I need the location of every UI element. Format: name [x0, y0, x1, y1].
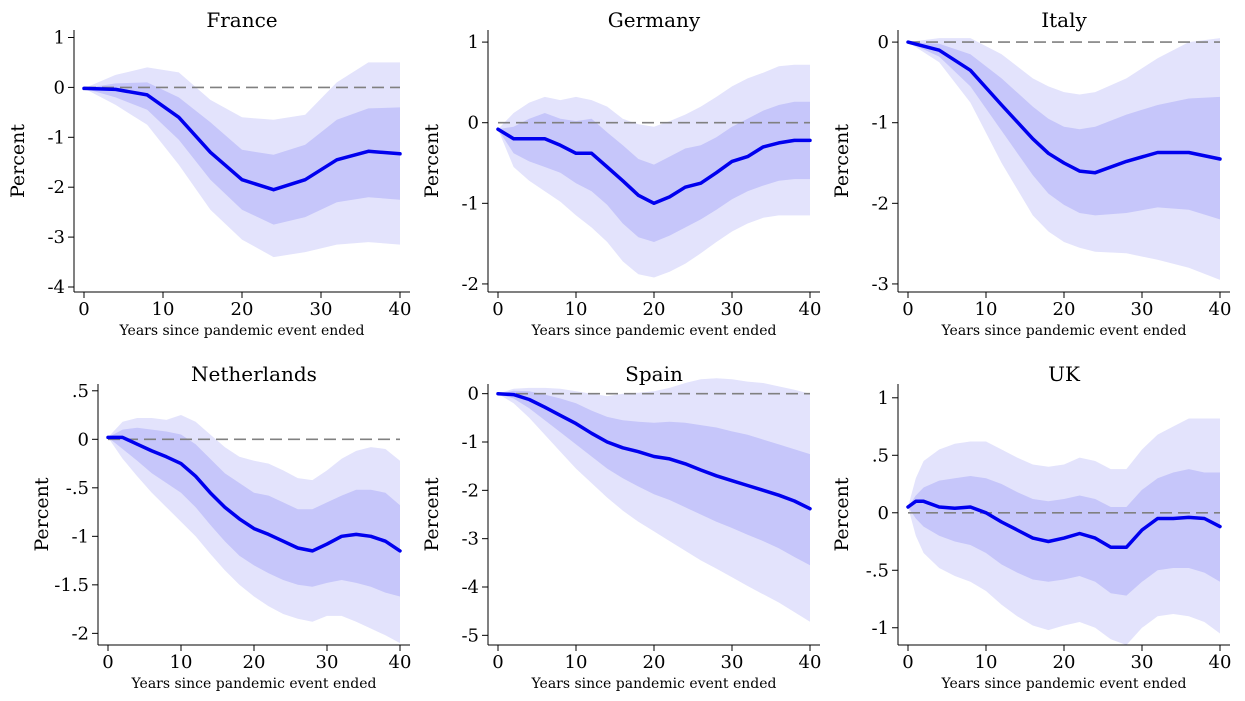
inner-confidence-band — [84, 82, 400, 225]
estimate-line — [906, 499, 1222, 550]
y-axis-label: Percent — [831, 124, 853, 198]
x-axis-label: Years since pandemic event ended — [531, 323, 777, 339]
y-tick-label: -4 — [461, 577, 479, 598]
y-tick-label: -2 — [71, 623, 89, 644]
x-tick-label: 0 — [492, 299, 503, 320]
y-tick-label: 0 — [878, 32, 889, 53]
x-tick-label: 30 — [316, 652, 339, 673]
y-tick-label: -.5 — [66, 478, 89, 499]
y-tick-label: -2 — [461, 480, 479, 501]
x-tick-label: 0 — [78, 299, 89, 320]
x-tick-label: 20 — [1053, 652, 1076, 673]
x-tick-label: 40 — [389, 299, 412, 320]
estimate-line — [496, 127, 812, 206]
inner-confidence-band — [498, 390, 810, 566]
y-tick-label: -4 — [47, 277, 65, 298]
x-axis-label: Years since pandemic event ended — [531, 676, 777, 692]
y-tick-label: 1 — [54, 27, 65, 48]
y-tick-label: -3 — [47, 227, 65, 248]
y-axis-label: Percent — [31, 477, 53, 551]
x-tick-label: 20 — [1053, 299, 1076, 320]
x-tick-label: 20 — [643, 652, 666, 673]
x-tick-label: 10 — [565, 652, 588, 673]
x-tick-label: 10 — [152, 299, 175, 320]
x-tick-label: 30 — [721, 652, 744, 673]
y-tick-label: 0 — [468, 384, 479, 405]
x-tick-label: 40 — [1209, 299, 1232, 320]
x-tick-label: 20 — [231, 299, 254, 320]
panel-title: Germany — [608, 8, 701, 32]
y-tick-label: -3 — [871, 274, 889, 295]
panel-spain: -5 -4 -3 -2 -1 0 0 10 20 30 40 Spain Years since pan… — [421, 362, 821, 692]
y-tick-label: -1 — [71, 526, 89, 547]
panel-italy: -3 -2 -1 0 0 10 20 30 40 Italy Years since pandemi… — [831, 8, 1231, 339]
panel-title: UK — [1048, 362, 1081, 386]
estimate-line — [82, 86, 402, 192]
x-tick-label: 40 — [1209, 652, 1232, 673]
x-axis-label: Years since pandemic event ended — [131, 676, 377, 692]
inner-confidence-band — [498, 101, 810, 242]
x-tick-label: 20 — [243, 652, 266, 673]
x-tick-label: 20 — [643, 299, 666, 320]
y-tick-label: -5 — [461, 625, 479, 646]
x-tick-label: 0 — [102, 652, 113, 673]
x-axis-label: Years since pandemic event ended — [941, 323, 1187, 339]
panel-title: Spain — [625, 362, 683, 386]
y-tick-label: -2 — [47, 177, 65, 198]
y-axis-label: Percent — [421, 124, 443, 198]
y-tick-label: 0 — [878, 503, 889, 524]
x-tick-label: 40 — [389, 652, 412, 673]
x-tick-label: 40 — [799, 652, 822, 673]
x-tick-label: 30 — [1131, 652, 1154, 673]
y-axis-label: Percent — [421, 477, 443, 551]
y-tick-label: .5 — [72, 381, 89, 402]
panel-title: Netherlands — [191, 362, 317, 386]
x-axis-label: Years since pandemic event ended — [941, 676, 1187, 692]
y-tick-label: 1 — [878, 388, 889, 409]
y-tick-label: -2 — [871, 193, 889, 214]
x-tick-label: 0 — [492, 652, 503, 673]
y-tick-label: 0 — [468, 113, 479, 134]
y-tick-label: -1 — [47, 127, 65, 148]
panel-title: France — [206, 8, 277, 32]
y-tick-label: -3 — [461, 529, 479, 550]
x-tick-label: 30 — [1131, 299, 1154, 320]
y-tick-label: -1.5 — [54, 575, 89, 596]
x-tick-label: 0 — [902, 652, 913, 673]
x-tick-label: 0 — [902, 299, 913, 320]
panel-netherlands: -2 -1.5 -1 -.5 0 .5 0 10 20 30 40 Netherlands Years … — [31, 362, 411, 692]
y-tick-label: -1 — [461, 432, 479, 453]
y-tick-label: 1 — [468, 32, 479, 53]
y-axis-label: Percent — [7, 124, 29, 198]
x-tick-label: 10 — [170, 652, 193, 673]
x-tick-label: 30 — [721, 299, 744, 320]
estimate-line — [496, 391, 812, 511]
estimate-line — [106, 435, 402, 553]
y-tick-label: -1 — [871, 113, 889, 134]
panel-title: Italy — [1041, 8, 1087, 32]
y-axis-label: Percent — [831, 477, 853, 551]
x-tick-label: 30 — [310, 299, 333, 320]
x-tick-label: 10 — [565, 299, 588, 320]
x-axis-label: Years since pandemic event ended — [119, 323, 365, 339]
y-tick-label: 0 — [78, 429, 89, 450]
x-tick-label: 10 — [975, 299, 998, 320]
x-tick-label: 10 — [975, 652, 998, 673]
y-tick-label: -1 — [871, 618, 889, 639]
y-tick-label: -2 — [461, 274, 479, 295]
y-tick-label: -.5 — [866, 560, 889, 581]
inner-confidence-band — [108, 427, 400, 597]
y-tick-label: -1 — [461, 193, 479, 214]
x-tick-label: 40 — [799, 299, 822, 320]
estimate-line — [906, 40, 1222, 175]
y-tick-label: .5 — [872, 445, 889, 466]
y-tick-label: 0 — [54, 77, 65, 98]
inner-confidence-band — [908, 469, 1220, 596]
